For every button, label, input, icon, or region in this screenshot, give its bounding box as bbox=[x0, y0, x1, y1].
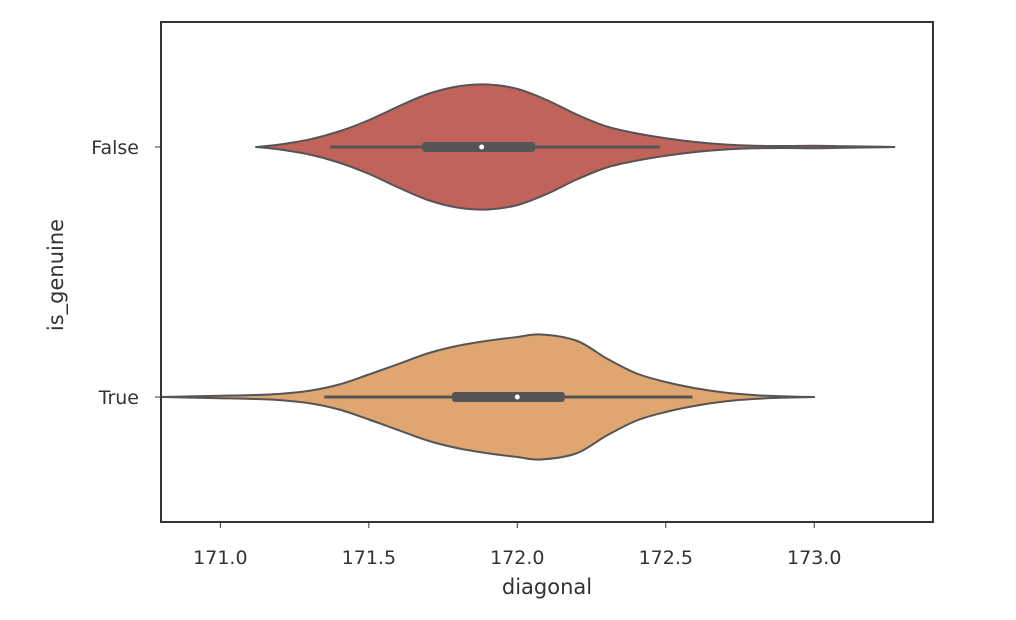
violin-iqr-box-true bbox=[451, 392, 565, 402]
y-axis-label: is_genuine bbox=[44, 219, 69, 331]
x-tick-label: 172.5 bbox=[639, 547, 693, 569]
x-tick-label: 171.5 bbox=[342, 547, 396, 569]
violin-median-true bbox=[514, 394, 520, 400]
x-axis-ticks: 171.0 171.5 172.0 172.5 173.0 bbox=[193, 522, 841, 569]
x-tick-label: 172.0 bbox=[490, 547, 544, 569]
x-tick-label: 173.0 bbox=[787, 547, 841, 569]
violin-iqr-box-false bbox=[422, 142, 536, 152]
y-tick-label: True bbox=[98, 387, 139, 409]
x-axis-label: diagonal bbox=[502, 575, 592, 599]
x-tick-label: 171.0 bbox=[193, 547, 247, 569]
plot-frame bbox=[160, 21, 934, 523]
violin-median-false bbox=[479, 144, 485, 150]
y-tick-label: False bbox=[91, 137, 139, 159]
violins-layer bbox=[160, 83, 896, 461]
y-axis-ticks: False True bbox=[91, 137, 161, 409]
